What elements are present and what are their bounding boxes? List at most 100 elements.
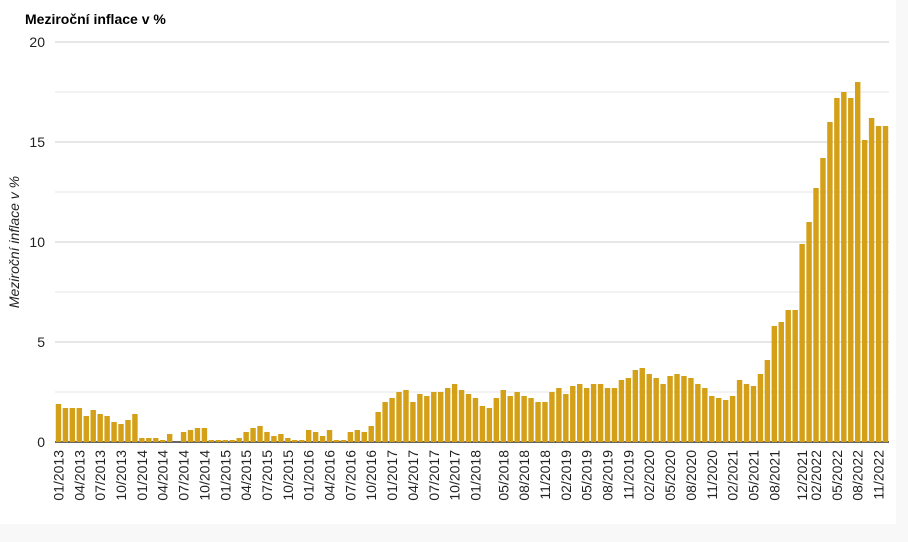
x-tick-label: 07/2015 — [259, 450, 275, 501]
x-tick-label: 01/2015 — [217, 450, 233, 501]
bar-05/2013 — [83, 416, 89, 442]
bar-07/2019 — [597, 384, 604, 442]
bar-02/2019 — [563, 394, 569, 442]
bar-01/2020 — [639, 368, 645, 442]
bar-03/2013 — [69, 408, 76, 442]
bar-01/2021 — [722, 400, 729, 442]
x-tick-label: 01/2013 — [50, 450, 66, 501]
bar-08/2013 — [104, 416, 110, 442]
bar-12/2014 — [215, 440, 222, 442]
bar-01/2016 — [305, 430, 312, 442]
bar-04/2022 — [827, 122, 833, 442]
bar-06/2015 — [257, 426, 263, 442]
x-axis: 01/2013 04/2013 07/2013 10/2013 01/2014 04/20… — [50, 450, 886, 501]
bar-04/2019 — [577, 384, 583, 442]
bar-12/2016 — [382, 402, 388, 442]
bar-06/2020 — [674, 374, 680, 442]
bar-05/2022 — [834, 98, 840, 442]
bar-02/2018 — [479, 406, 486, 442]
x-tick-label: 04/2016 — [322, 450, 338, 501]
bar-11/2020 — [709, 396, 715, 442]
bar-12/2022 — [882, 126, 889, 442]
x-tick-label: 10/2015 — [280, 450, 296, 501]
x-tick-label: 04/2014 — [155, 450, 171, 501]
x-tick-label: 10/2016 — [363, 450, 379, 501]
bar-05/2020 — [667, 376, 673, 442]
bar-09/2015 — [278, 434, 284, 442]
bar-10/2014 — [201, 428, 208, 442]
bar-07/2022 — [848, 98, 854, 442]
x-tick-label: 02/2021 — [725, 450, 741, 501]
bar-06/2021 — [757, 374, 764, 442]
x-tick-label: 11/2018 — [537, 450, 553, 500]
x-tick-label: 05/2018 — [495, 450, 511, 501]
bar-11/2021 — [792, 310, 798, 442]
y-tick-label: 15 — [29, 134, 45, 150]
bar-11/2014 — [208, 440, 215, 442]
x-tick-label: 05/2019 — [579, 450, 595, 501]
bar-11/2013 — [125, 420, 131, 442]
bar-05/2016 — [333, 440, 340, 442]
chart-title: Meziroční inflace v % — [25, 11, 166, 27]
bar-10/2018 — [535, 402, 541, 442]
bar-12/2019 — [632, 370, 639, 442]
bar-03/2021 — [736, 380, 743, 442]
bar-07/2021 — [764, 360, 771, 442]
x-tick-label: 11/2020 — [704, 450, 720, 500]
bar-03/2022 — [820, 158, 826, 442]
bar-02/2017 — [396, 392, 402, 442]
bar-04/2018 — [493, 398, 500, 442]
bar-07/2017 — [431, 392, 437, 442]
bar-02/2022 — [813, 188, 819, 442]
x-tick-label: 08/2021 — [766, 450, 782, 501]
x-tick-label: 02/2019 — [558, 450, 574, 501]
x-tick-label: 10/2013 — [113, 450, 129, 501]
bar-06/2013 — [90, 410, 96, 442]
bar-08/2018 — [521, 396, 527, 442]
x-tick-label: 04/2017 — [405, 450, 421, 501]
gridlines — [55, 41, 889, 443]
bar-10/2022 — [868, 118, 875, 442]
bar-12/2020 — [716, 398, 722, 442]
y-tick-label: 0 — [37, 434, 45, 450]
bar-03/2019 — [570, 386, 576, 442]
x-tick-label: 08/2018 — [516, 450, 532, 501]
bar-12/2021 — [799, 244, 805, 442]
bar-03/2018 — [486, 408, 493, 442]
x-tick-label: 05/2022 — [829, 450, 845, 501]
bar-10/2020 — [702, 388, 708, 442]
x-tick-label: 07/2013 — [92, 450, 108, 501]
bar-05/2014 — [166, 434, 173, 442]
bar-01/2018 — [472, 398, 479, 442]
bar-08/2016 — [354, 430, 361, 442]
bar-05/2015 — [250, 428, 256, 442]
bar-08/2019 — [604, 388, 611, 442]
bar-08/2022 — [855, 82, 861, 442]
y-tick-label: 10 — [29, 234, 45, 250]
x-tick-label: 05/2021 — [745, 450, 761, 501]
bar-08/2021 — [771, 326, 778, 442]
y-axis-label: Meziroční inflace v % — [6, 176, 22, 308]
bar-11/2016 — [375, 412, 381, 442]
bar-06/2019 — [590, 384, 597, 442]
bar-04/2020 — [660, 384, 666, 442]
x-tick-label: 05/2020 — [662, 450, 678, 501]
bar-01/2017 — [389, 398, 395, 442]
x-tick-label: 08/2019 — [600, 450, 616, 501]
bar-11/2015 — [292, 440, 298, 442]
x-tick-label: 07/2016 — [342, 450, 358, 501]
x-tick-label: 02/2020 — [641, 450, 657, 501]
bar-07/2016 — [347, 432, 354, 442]
bar-06/2016 — [340, 440, 347, 442]
bar-09/2019 — [611, 388, 618, 442]
bar-05/2021 — [750, 386, 757, 442]
bar-12/2017 — [465, 394, 472, 442]
bar-09/2014 — [194, 428, 201, 442]
bar-07/2013 — [97, 414, 103, 442]
bar-06/2018 — [507, 396, 513, 442]
bar-11/2017 — [458, 390, 465, 442]
x-tick-label: 12/2021 — [794, 450, 810, 501]
bar-04/2015 — [243, 432, 249, 442]
bar-01/2022 — [806, 222, 812, 442]
